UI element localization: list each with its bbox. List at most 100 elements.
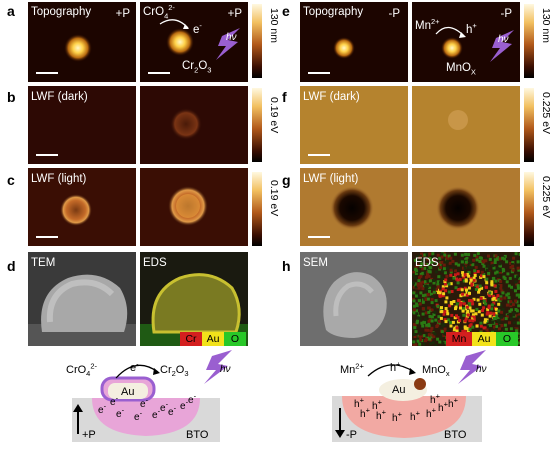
topography-label: Topography — [31, 6, 92, 18]
eds-pixel — [480, 274, 483, 278]
eds-pixel — [425, 323, 429, 327]
eds-pixel — [482, 275, 486, 279]
eds-pixel — [436, 337, 440, 341]
eds-pixel — [451, 259, 455, 263]
eds-pixel — [419, 291, 423, 295]
eds-pixel — [423, 263, 427, 267]
eds-pixel — [505, 293, 509, 297]
eds-pixel — [438, 294, 442, 298]
eds-pixel — [470, 309, 474, 313]
schematic-light: hν — [220, 364, 231, 375]
light-bolt-icon — [216, 28, 240, 60]
eds-pixel — [511, 268, 515, 272]
eds-pixel — [492, 266, 496, 270]
colorbar-label-a: 130 nm — [268, 8, 280, 44]
eds-pixel — [462, 313, 466, 317]
eds-pixel — [461, 273, 465, 277]
eds-pixel — [468, 304, 472, 308]
eds-pixel — [437, 275, 441, 279]
eds-pixel — [414, 272, 418, 275]
eds-pixel — [515, 327, 519, 331]
eds-pixel — [466, 330, 470, 334]
scale-bar — [308, 72, 330, 74]
colorbar-f — [524, 88, 534, 162]
lwf-light-label: LWF (light) — [303, 173, 359, 185]
eds-pixel — [484, 259, 488, 263]
eds-pixel — [506, 272, 510, 276]
carrier-mark: e- — [188, 391, 197, 406]
eds-pixel — [428, 255, 432, 259]
eds-pixel — [454, 262, 458, 266]
eds-pixel — [518, 318, 520, 322]
schematic-metal: Au — [121, 386, 135, 398]
schematic-product: Cr2O3 — [160, 364, 189, 379]
eds-pixel — [471, 319, 475, 323]
eds-pixel — [421, 285, 425, 289]
eds-pixel — [415, 321, 419, 325]
eds-pixel — [496, 256, 499, 260]
eds-pixel — [439, 281, 442, 285]
eds-pixel — [429, 329, 433, 333]
eds-pixel — [495, 325, 499, 329]
eds-pixel — [418, 342, 422, 346]
eds-pixel — [420, 321, 424, 325]
eds-pixel — [492, 313, 496, 317]
eds-pixel — [444, 307, 448, 310]
eds-pixel — [497, 302, 501, 306]
eds-pixel — [514, 299, 518, 303]
eds-pixel — [468, 319, 472, 323]
lwf-dark-label: LWF (dark) — [31, 91, 88, 103]
carrier-mark: e- — [152, 406, 161, 421]
panel-letter-g: g — [282, 172, 291, 188]
eds-pixel — [517, 341, 520, 345]
eds-pixel — [452, 328, 456, 332]
eds-pixel — [512, 311, 516, 315]
eds-pixel — [488, 314, 492, 318]
eds-pixel — [515, 314, 519, 318]
eds-pixel — [427, 274, 431, 278]
eds-pixel — [516, 284, 520, 288]
eds-pixel — [449, 282, 453, 286]
carrier-mark: h+ — [448, 395, 458, 410]
eds-pixel — [494, 279, 498, 283]
eds-pixel — [433, 310, 437, 314]
eds-pixel — [418, 335, 422, 339]
eds-pixel — [412, 285, 416, 289]
eds-pixel — [464, 307, 468, 311]
eds-pixel — [455, 302, 459, 306]
eds-pixel — [428, 289, 431, 293]
eds-pixel — [448, 304, 452, 308]
light-bolt-icon — [204, 350, 232, 384]
eds-pixel — [454, 269, 457, 273]
eds-pixel — [429, 283, 432, 287]
eds-pixel — [413, 326, 417, 330]
eds-pixel — [472, 297, 476, 301]
eds-pixel — [444, 320, 448, 324]
eds-pixel — [477, 310, 481, 314]
eds-pixel — [419, 272, 423, 276]
eds-pixel — [511, 264, 515, 268]
eds-pixel — [439, 307, 443, 311]
eds-pixel — [501, 256, 505, 260]
eds-pixel — [472, 315, 476, 319]
eds-pixel — [505, 315, 509, 319]
eds-pixel — [416, 316, 420, 320]
eds-pixel — [485, 328, 489, 332]
topography-tile-a-left: Topography +P — [28, 2, 136, 82]
eds-pixel — [430, 319, 434, 323]
eds-pixel — [412, 299, 416, 303]
eds-pixel — [438, 291, 442, 295]
eds-pixel — [426, 297, 430, 301]
eds-pixel — [509, 327, 513, 331]
eds-pixel — [455, 277, 458, 281]
eds-pixel — [441, 293, 445, 297]
light-bolt-icon — [490, 30, 514, 62]
carrier-mark: e- — [140, 395, 149, 410]
eds-pixel — [478, 284, 482, 288]
eds-pixel — [450, 290, 454, 293]
eds-pixel — [412, 340, 416, 344]
eds-pixel — [515, 329, 519, 333]
eds-pixel — [519, 331, 520, 335]
eds-pixel — [514, 289, 517, 293]
eds-pixel — [476, 285, 480, 289]
